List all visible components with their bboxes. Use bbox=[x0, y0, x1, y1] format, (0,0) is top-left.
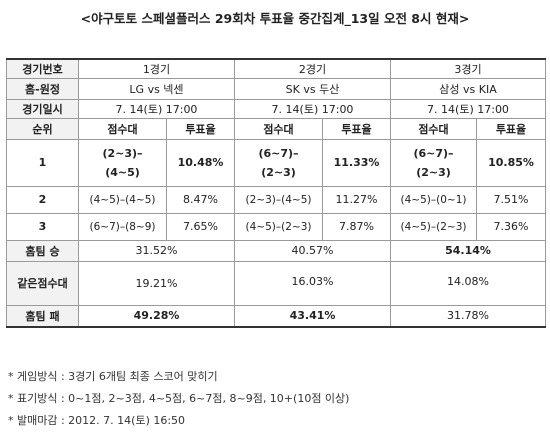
game3-matchup: 삼성 vs KIA bbox=[390, 77, 546, 100]
report-title: <야구토토 스페셜플러스 29회차 투표율 중간집계_13일 오전 8시 현재> bbox=[80, 11, 470, 26]
game1-rank1-score-a: (2~3)– bbox=[102, 146, 143, 160]
game1-score-header: 점수대 bbox=[78, 117, 167, 140]
game1-home-loss: 49.28% bbox=[78, 304, 235, 328]
game3-home-loss: 31.78% bbox=[390, 304, 546, 328]
game3-rank1-score-b: (2~3) bbox=[416, 165, 451, 179]
game3-home-win: 54.14% bbox=[390, 239, 546, 262]
game2-home-win: 40.57% bbox=[234, 239, 391, 262]
game1-home-win: 31.52% bbox=[78, 239, 235, 262]
row-same-score: 같은점수대 19.21% 16.03% 14.08% bbox=[6, 260, 546, 306]
row-matchup: 홈-원정 LG vs 넥센 SK vs 두산 삼성 vs KIA bbox=[6, 77, 546, 100]
note-notation: * 표기방식 : 0~1점, 2~3점, 4~5점, 6~7점, 8~9점, 1… bbox=[8, 392, 350, 405]
game3-same-score: 14.08% bbox=[390, 260, 546, 306]
game3-number: 3경기 bbox=[390, 58, 546, 79]
game2-rank1-score-a: (6~7)– bbox=[258, 146, 299, 160]
game3-rank3-score: (4~5)–(2~3) bbox=[390, 212, 477, 241]
game1-rate-header: 투표율 bbox=[166, 117, 235, 140]
game3-rank1-rate: 10.85% bbox=[476, 138, 546, 187]
note-game-method: * 게임방식 : 3경기 6개팀 최종 스코어 맞히기 bbox=[8, 370, 218, 383]
game2-rank2-score: (2~3)–(4~5) bbox=[234, 185, 323, 214]
game2-same-score: 16.03% bbox=[234, 260, 391, 306]
game2-rate-header: 투표율 bbox=[322, 117, 391, 140]
game2-rank3-rate: 7.87% bbox=[322, 212, 391, 241]
game3-datetime: 7. 14(토) 17:00 bbox=[390, 98, 546, 119]
game3-score-header: 점수대 bbox=[390, 117, 477, 140]
row-home-win: 홈팀 승 31.52% 40.57% 54.14% bbox=[6, 239, 546, 262]
row-rank-2: 2 (4~5)–(4~5) 8.47% (2~3)–(4~5) 11.27% (… bbox=[6, 185, 546, 214]
game2-datetime: 7. 14(토) 17:00 bbox=[234, 98, 391, 119]
rank-2-label: 2 bbox=[6, 185, 79, 214]
game3-rank1-score-a: (6~7)– bbox=[413, 146, 454, 160]
label-game-number: 경기번호 bbox=[6, 58, 79, 79]
game1-rank2-score: (4~5)–(4~5) bbox=[78, 185, 167, 214]
footnotes: * 게임방식 : 3경기 6개팀 최종 스코어 맞히기 * 표기방식 : 0~1… bbox=[8, 366, 349, 432]
game1-rank3-score: (6~7)–(8~9) bbox=[78, 212, 167, 241]
vote-rate-table: 경기번호 1경기 2경기 3경기 홈-원정 LG vs 넥센 SK vs 두산 … bbox=[6, 58, 546, 328]
game1-number: 1경기 bbox=[78, 58, 235, 79]
game1-rank1-rate: 10.48% bbox=[166, 138, 235, 187]
row-home-loss: 홈팀 패 49.28% 43.41% 31.78% bbox=[6, 304, 546, 328]
label-home-loss: 홈팀 패 bbox=[6, 304, 79, 328]
row-game-number: 경기번호 1경기 2경기 3경기 bbox=[6, 58, 546, 79]
label-rank: 순위 bbox=[6, 117, 79, 140]
label-home-away: 홈-원정 bbox=[6, 77, 79, 100]
game1-rank2-rate: 8.47% bbox=[166, 185, 235, 214]
row-datetime: 경기일시 7. 14(토) 17:00 7. 14(토) 17:00 7. 14… bbox=[6, 98, 546, 119]
game1-rank3-rate: 7.65% bbox=[166, 212, 235, 241]
game1-datetime: 7. 14(토) 17:00 bbox=[78, 98, 235, 119]
game2-rank2-rate: 11.27% bbox=[322, 185, 391, 214]
row-rank-3: 3 (6~7)–(8~9) 7.65% (4~5)–(2~3) 7.87% (4… bbox=[6, 212, 546, 241]
row-column-headers: 순위 점수대 투표율 점수대 투표율 점수대 투표율 bbox=[6, 117, 546, 140]
game3-rank3-rate: 7.36% bbox=[476, 212, 546, 241]
rank-1-label: 1 bbox=[6, 138, 79, 187]
label-date: 경기일시 bbox=[6, 98, 79, 119]
row-rank-1: 1 (2~3)– (4~5) 10.48% (6~7)– (2~3) 11.33… bbox=[6, 138, 546, 187]
game3-rank2-score: (4~5)–(0~1) bbox=[390, 185, 477, 214]
label-same-score: 같은점수대 bbox=[6, 260, 79, 306]
game2-number: 2경기 bbox=[234, 58, 391, 79]
game2-rank1-rate: 11.33% bbox=[322, 138, 391, 187]
game2-home-loss: 43.41% bbox=[234, 304, 391, 328]
game3-rank2-rate: 7.51% bbox=[476, 185, 546, 214]
game1-same-score: 19.21% bbox=[78, 260, 235, 306]
game1-matchup: LG vs 넥센 bbox=[78, 77, 235, 100]
game1-rank1-score-b: (4~5) bbox=[105, 165, 140, 179]
label-home-win: 홈팀 승 bbox=[6, 239, 79, 262]
rank-3-label: 3 bbox=[6, 212, 79, 241]
game2-rank1-score-b: (2~3) bbox=[261, 165, 296, 179]
game3-rate-header: 투표율 bbox=[476, 117, 546, 140]
game2-rank3-score: (4~5)–(2~3) bbox=[234, 212, 323, 241]
note-sales-deadline: * 발매마감 : 2012. 7. 14(토) 16:50 bbox=[8, 414, 186, 427]
game2-matchup: SK vs 두산 bbox=[234, 77, 391, 100]
game2-score-header: 점수대 bbox=[234, 117, 323, 140]
